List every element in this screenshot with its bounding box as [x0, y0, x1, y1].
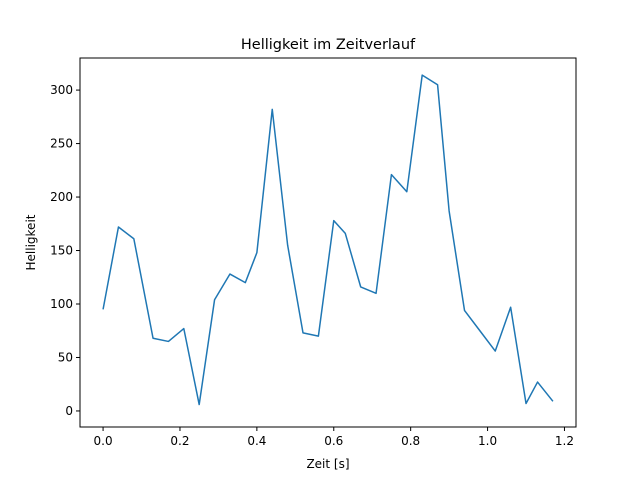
x-axis-ticks: 0.0 0.2 0.4 0.6 0.8 1.0 1.2: [94, 427, 574, 448]
y-tick-label: 50: [58, 350, 73, 364]
y-tick-label: 100: [50, 297, 73, 311]
y-tick-label: 250: [50, 137, 73, 151]
y-axis-label: Helligkeit: [24, 214, 38, 270]
x-axis-label: Zeit [s]: [306, 457, 349, 471]
x-tick-label: 1.0: [478, 434, 497, 448]
x-tick-label: 1.2: [555, 434, 574, 448]
y-tick-label: 200: [50, 190, 73, 204]
x-tick-label: 0.2: [170, 434, 189, 448]
series-layer: [102, 74, 554, 406]
series-line: [102, 74, 554, 406]
x-tick-label: 0.0: [94, 434, 113, 448]
y-tick-label: 300: [50, 83, 73, 97]
x-tick-label: 0.6: [324, 434, 343, 448]
y-axis-ticks: 0 50 100 150 200 250 300: [50, 83, 80, 418]
y-tick-label: 0: [65, 404, 73, 418]
x-tick-label: 0.4: [247, 434, 266, 448]
x-tick-label: 0.8: [401, 434, 420, 448]
y-tick-label: 150: [50, 244, 73, 258]
chart-title: Helligkeit im Zeitverlauf: [241, 37, 416, 53]
plot-area-frame: [79, 57, 577, 428]
